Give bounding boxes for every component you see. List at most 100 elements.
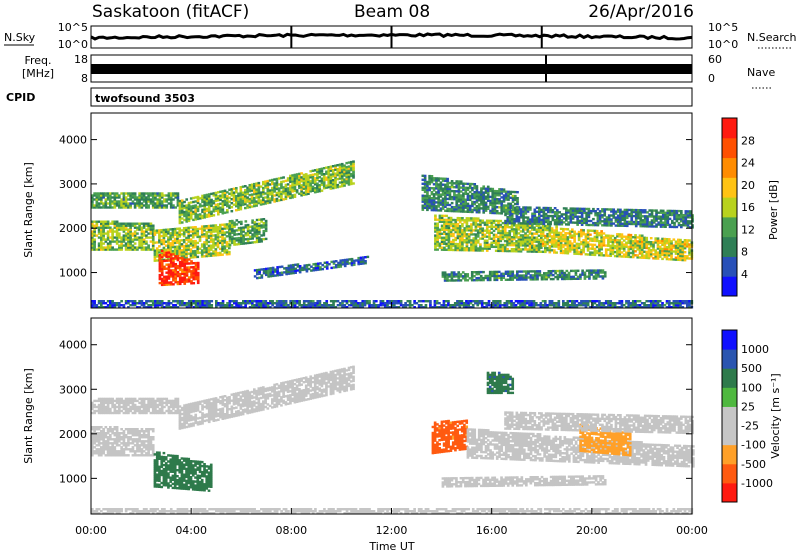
scatter-cell [471, 183, 474, 185]
scatter-cell [273, 194, 276, 196]
scatter-cell [192, 240, 195, 242]
scatter-cell [518, 274, 521, 276]
scatter-cell [172, 283, 175, 285]
scatter-cell [482, 185, 485, 187]
scatter-cell [607, 235, 610, 237]
scatter-cell [498, 271, 501, 273]
scatter-cell [476, 185, 479, 187]
scatter-cell [210, 193, 213, 195]
scatter-cell [134, 300, 137, 302]
scatter-cell [205, 247, 208, 249]
scatter-cell [516, 197, 519, 199]
scatter-cell [475, 233, 478, 235]
scatter-cell [532, 274, 535, 276]
scatter-cell [285, 267, 288, 269]
scatter-cell [460, 279, 463, 281]
scatter-cell [294, 264, 297, 266]
scatter-cell [464, 273, 467, 275]
scatter-cell [650, 249, 653, 251]
scatter-cell [210, 225, 213, 227]
scatter-cell [445, 233, 448, 235]
scatter-cell [450, 217, 453, 219]
scatter-cell [659, 246, 662, 248]
scatter-cell [163, 198, 166, 200]
scatter-cell [233, 222, 236, 224]
scatter-cell [181, 229, 184, 231]
scatter-cell [523, 270, 526, 272]
scatter-cell [536, 270, 539, 272]
scatter-cell [480, 207, 483, 209]
scatter-cell [678, 222, 681, 224]
scatter-cell [134, 223, 137, 225]
scatter-cell [303, 174, 306, 176]
scatter-cell [452, 223, 455, 225]
scatter-cell [679, 239, 682, 241]
scatter-cell [495, 224, 498, 226]
scatter-cell [601, 214, 604, 216]
scatter-cell [590, 269, 593, 271]
scatter-cell [154, 250, 157, 252]
scatter-cell [270, 267, 273, 269]
scatter-cell [310, 269, 313, 271]
scatter-cell [265, 238, 268, 240]
scatter-cell [226, 223, 229, 225]
scatter-cell [673, 210, 676, 212]
scatter-cell [514, 195, 517, 197]
scatter-cell [431, 175, 434, 177]
scatter-cell [100, 300, 103, 302]
scatter-cell [172, 250, 175, 252]
scatter-cell [168, 263, 171, 265]
scatter-cell [422, 187, 425, 189]
scatter-cell [533, 244, 536, 246]
scatter-cell [557, 274, 560, 276]
scatter-cell [445, 243, 448, 245]
cpid-label: CPID [6, 91, 35, 104]
scatter-cell [254, 221, 257, 223]
scatter-cell [105, 246, 108, 248]
scatter-cell [226, 249, 229, 251]
scatter-cell [548, 270, 551, 272]
scatter-cell [571, 242, 574, 244]
scatter-cell [330, 261, 333, 263]
scatter-cell [451, 202, 454, 204]
scatter-cell [147, 232, 150, 234]
scatter-cell [330, 267, 333, 269]
scatter-cell [553, 249, 556, 251]
scatter-cell [591, 252, 594, 254]
scatter-cell [215, 248, 218, 250]
scatter-cell [505, 191, 508, 193]
date-title: 26/Apr/2016 [588, 2, 694, 22]
scatter-cell [518, 270, 521, 272]
scatter-cell [249, 236, 252, 238]
scatter-cell [635, 209, 638, 211]
scatter-cell [181, 277, 184, 279]
scatter-cell [592, 218, 595, 220]
scatter-cell [555, 226, 558, 228]
scatter-cell [504, 240, 507, 242]
scatter-cell [490, 238, 493, 240]
scatter-cell [552, 209, 555, 211]
scatter-cell [353, 260, 356, 262]
scatter-cell [453, 182, 456, 184]
scatter-cell [601, 220, 604, 222]
scatter-cell [217, 252, 220, 254]
scatter-cell [650, 241, 653, 243]
scatter-cell [245, 238, 248, 240]
noise-sky-label: N.Sky [4, 31, 36, 44]
scatter-cell [245, 242, 248, 244]
scatter-cell [462, 183, 465, 185]
scatter-cell [316, 169, 319, 171]
scatter-cell [105, 232, 108, 234]
scatter-cell [352, 160, 355, 162]
scatter-cell [512, 205, 515, 207]
scatter-cell [644, 215, 647, 217]
scatter-cell [210, 245, 213, 247]
scatter-cell [572, 221, 575, 223]
scatter-cell [192, 266, 195, 268]
scatter-cell [684, 255, 687, 257]
scatter-cell [364, 256, 367, 258]
scatter-cell [571, 234, 574, 236]
scatter-cell [628, 221, 631, 223]
scatter-cell [188, 262, 191, 264]
scatter-cell [654, 249, 657, 251]
